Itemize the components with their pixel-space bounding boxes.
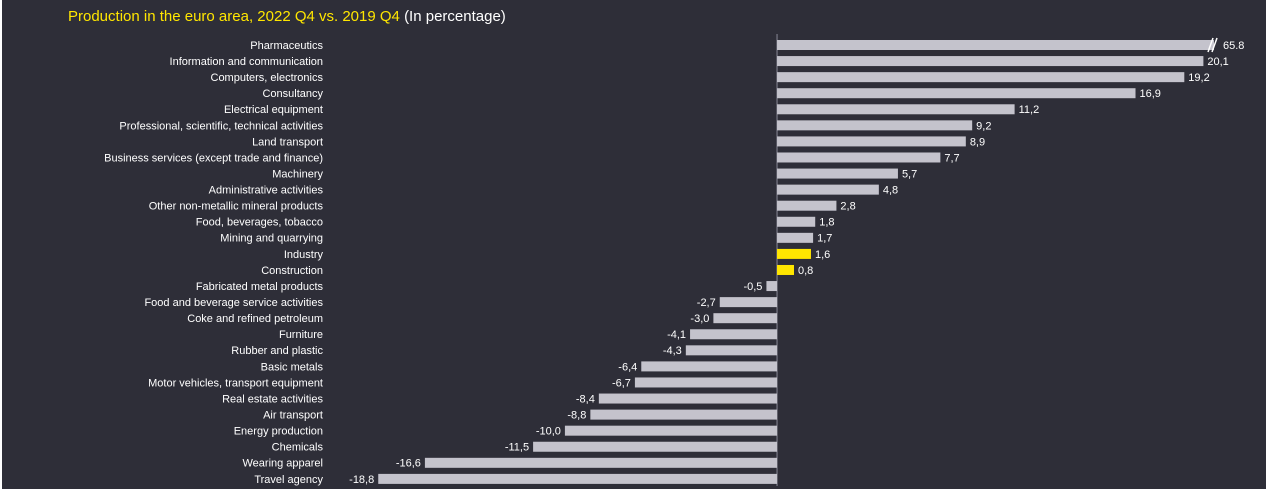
category-label: Air transport xyxy=(263,410,323,422)
bar xyxy=(777,168,898,179)
category-label: Land transport xyxy=(252,136,323,148)
bar xyxy=(690,329,778,340)
bar xyxy=(590,409,778,420)
category-label: Basic metals xyxy=(261,361,324,373)
value-label: 1,8 xyxy=(819,217,834,229)
category-label: Chemicals xyxy=(272,442,324,454)
bar xyxy=(378,473,778,484)
value-label: -16,6 xyxy=(396,458,421,470)
bar xyxy=(598,393,778,404)
value-label: -4,3 xyxy=(663,345,682,357)
category-label: Travel agency xyxy=(254,474,323,486)
bar xyxy=(777,120,973,131)
bar xyxy=(777,104,1015,115)
value-label: 7,7 xyxy=(944,152,959,164)
category-label: Coke and refined petroleum xyxy=(187,313,323,325)
bar xyxy=(777,264,794,275)
bar xyxy=(777,56,1204,67)
value-label: 8,9 xyxy=(970,136,985,148)
bar xyxy=(766,281,778,292)
value-label: -2,7 xyxy=(697,297,716,309)
value-label: -3,0 xyxy=(690,313,709,325)
category-label: Motor vehicles, transport equipment xyxy=(148,377,323,389)
bar xyxy=(424,457,778,468)
bar xyxy=(777,40,1214,50)
category-label: Pharmaceutics xyxy=(250,40,323,52)
value-label: 2,8 xyxy=(840,201,855,213)
category-label: Rubber and plastic xyxy=(231,345,323,357)
value-label: 5,7 xyxy=(902,168,917,180)
value-label: 11,2 xyxy=(1019,104,1040,116)
axis-break xyxy=(1207,37,1218,53)
category-label: Construction xyxy=(261,265,323,277)
value-label: -18,8 xyxy=(349,474,374,486)
bar xyxy=(777,152,941,163)
bar xyxy=(634,377,778,388)
category-label: Electrical equipment xyxy=(224,104,323,116)
category-label: Furniture xyxy=(279,329,323,341)
category-label: Real estate activities xyxy=(222,393,323,405)
bar xyxy=(777,184,879,195)
category-label: Food and beverage service activities xyxy=(144,297,323,309)
category-label: Wearing apparel xyxy=(242,458,323,470)
category-label: Machinery xyxy=(272,168,323,180)
value-label: 9,2 xyxy=(976,120,991,132)
category-label: Energy production xyxy=(234,426,323,438)
bar xyxy=(777,136,966,147)
bar xyxy=(641,361,778,372)
chart-title: Production in the euro area, 2022 Q4 vs.… xyxy=(68,8,506,25)
value-label: -6,4 xyxy=(618,361,637,373)
value-label: -4,1 xyxy=(667,329,686,341)
value-label: 19,2 xyxy=(1188,72,1209,84)
bar xyxy=(533,441,778,452)
category-label: Computers, electronics xyxy=(211,72,324,84)
subtitle: (In percentage) xyxy=(404,8,506,25)
bar xyxy=(713,313,778,324)
category-label: Food, beverages, tobacco xyxy=(196,217,323,229)
category-label: Fabricated metal products xyxy=(196,281,324,293)
bar xyxy=(777,72,1185,83)
bar xyxy=(777,88,1136,99)
category-label: Administrative activities xyxy=(209,185,324,197)
bar xyxy=(777,200,837,211)
category-label: Mining and quarrying xyxy=(220,233,323,245)
value-label: -8,8 xyxy=(567,410,586,422)
value-label: -10,0 xyxy=(536,426,561,438)
category-label: Other non-metallic mineral products xyxy=(149,201,324,213)
value-label: 4,8 xyxy=(883,185,898,197)
bar xyxy=(777,248,811,259)
value-label: 65.8 xyxy=(1223,40,1244,52)
value-label: 0,8 xyxy=(798,265,813,277)
value-label: 20,1 xyxy=(1207,56,1228,68)
category-label: Consultancy xyxy=(262,88,323,100)
value-label: 1,6 xyxy=(815,249,830,261)
value-label: -11,5 xyxy=(505,442,529,454)
value-label: -0,5 xyxy=(743,281,762,293)
value-label: 16,9 xyxy=(1140,88,1161,100)
title: Production in the euro area, 2022 Q4 vs.… xyxy=(68,8,400,25)
bar xyxy=(719,297,778,308)
bar xyxy=(564,425,778,436)
value-label: -8,4 xyxy=(576,393,595,405)
category-label: Industry xyxy=(284,249,324,261)
bar xyxy=(777,232,814,243)
value-label: 1,7 xyxy=(817,233,832,245)
category-label: Information and communication xyxy=(170,56,323,68)
category-label: Professional, scientific, technical acti… xyxy=(119,120,323,132)
bar xyxy=(685,345,778,356)
category-label: Business services (except trade and fina… xyxy=(104,152,323,164)
value-label: -6,7 xyxy=(612,377,631,389)
bar xyxy=(777,216,816,227)
